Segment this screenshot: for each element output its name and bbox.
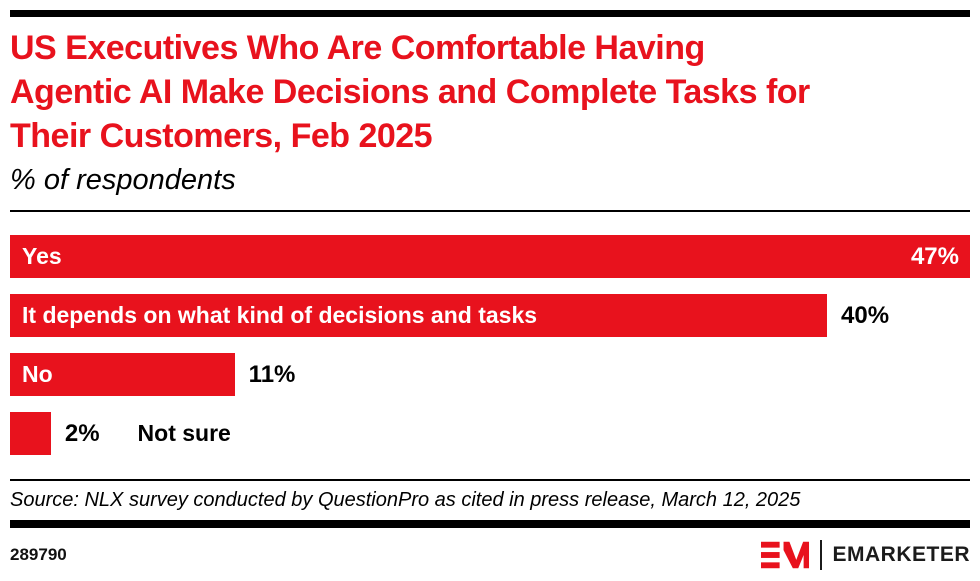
logo-divider	[820, 540, 823, 570]
bar-1: Yes 47%	[10, 235, 970, 278]
source-note: Source: NLX survey conducted by Question…	[10, 489, 801, 511]
bar-row-2: It depends on what kind of decisions and…	[10, 294, 970, 337]
footer: 289790 EMARKETER	[10, 540, 970, 570]
emarketer-logo: EMARKETER	[761, 540, 970, 570]
bar-row-1: Yes 47%	[10, 235, 970, 278]
header-divider	[10, 210, 970, 212]
bar-4	[10, 412, 51, 455]
bar-category-label: Not sure	[137, 420, 231, 446]
top-rule	[10, 10, 970, 17]
bar-value-label: 40%	[841, 301, 890, 329]
bar-category-label: Yes	[22, 243, 62, 269]
source-divider	[10, 479, 970, 481]
bar-3: No	[10, 353, 235, 396]
chart-subtitle: % of respondents	[10, 164, 236, 196]
bottom-rule	[10, 520, 970, 528]
chart-title-line-3: Their Customers, Feb 2025	[10, 117, 433, 155]
bar-chart: Yes 47% It depends on what kind of decisio…	[10, 235, 970, 455]
bar-value-label: 47%	[910, 242, 959, 270]
emarketer-logo-mark-icon	[761, 541, 810, 569]
bar-2: It depends on what kind of decisions and…	[10, 294, 828, 337]
brand-name: EMARKETER	[832, 543, 970, 566]
bar-category-label: It depends on what kind of decisions and…	[22, 302, 538, 328]
chart-title-line-1: US Executives Who Are Comfortable Having	[10, 29, 705, 67]
bar-value-label: 2%	[64, 419, 100, 447]
bar-row-3: No 11%	[10, 353, 970, 396]
chart-title: US Executives Who Are Comfortable Having…	[10, 26, 970, 158]
bar-row-4: 2% Not sure	[10, 412, 970, 455]
chart-title-line-2: Agentic AI Make Decisions and Complete T…	[10, 73, 810, 111]
bar-category-label: No	[22, 361, 53, 387]
chart-id: 289790	[10, 545, 67, 564]
bar-value-label: 11%	[248, 360, 296, 388]
